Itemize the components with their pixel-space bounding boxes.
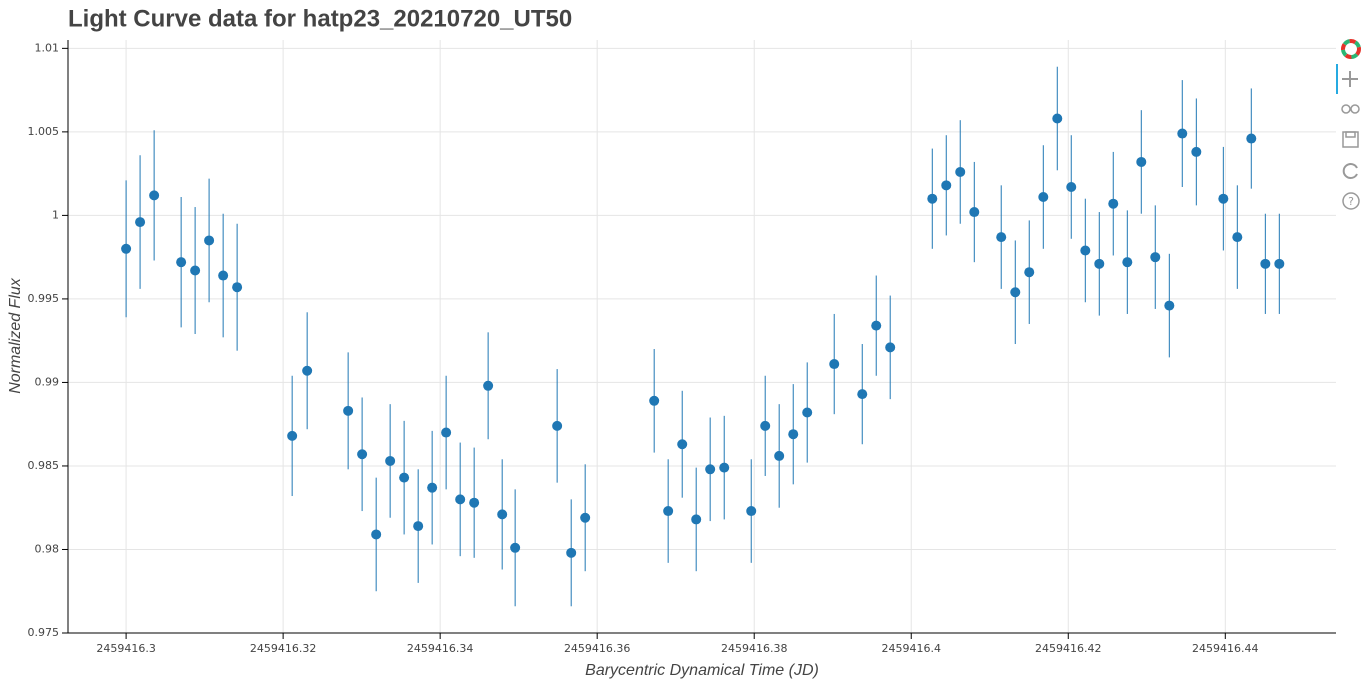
y-tick-label: 1.01: [35, 41, 60, 54]
data-point: [746, 506, 757, 517]
plot-area: 0.975 0.98 0.985 0.99 0.995 1 1.005 1.01 2459416…: [28, 40, 1336, 655]
x-tick-label: 2459416.4: [881, 642, 941, 655]
data-point: [510, 542, 521, 553]
data-point: [1122, 257, 1133, 268]
y-tick-label: 1.005: [28, 125, 60, 138]
data-point: [885, 342, 896, 353]
data-point: [149, 190, 160, 201]
data-point: [969, 207, 980, 218]
data-point: [121, 243, 132, 254]
x-tick-label: 2459416.36: [564, 642, 630, 655]
data-point: [469, 497, 480, 508]
data-point: [399, 472, 410, 483]
data-point: [371, 529, 382, 540]
data-point: [1246, 133, 1257, 144]
data-point: [774, 450, 785, 461]
data-point: [552, 420, 563, 431]
x-tick-label: 2459416.38: [721, 642, 787, 655]
data-point: [566, 547, 577, 558]
data-point: [829, 359, 840, 370]
data-point: [1052, 113, 1063, 124]
data-point: [483, 380, 494, 391]
data-point: [705, 464, 716, 475]
data-point: [927, 193, 938, 204]
data-point: [218, 270, 229, 281]
data-point: [413, 521, 424, 532]
x-tick-label: 2459416.3: [96, 642, 156, 655]
data-point: [1024, 267, 1035, 278]
data-point: [677, 439, 688, 450]
data-point: [1274, 258, 1285, 269]
data-point: [135, 217, 146, 228]
data-point: [302, 365, 313, 376]
data-point: [204, 235, 215, 246]
y-axis-label: Normalized Flux: [7, 277, 24, 394]
data-point: [1010, 287, 1021, 298]
data-point: [1150, 252, 1161, 263]
data-point: [1260, 258, 1271, 269]
data-point: [427, 482, 438, 493]
data-point: [941, 180, 952, 191]
data-point: [1038, 192, 1049, 203]
data-point: [1191, 146, 1202, 157]
data-point: [1136, 156, 1147, 167]
x-tick-label: 2459416.44: [1192, 642, 1258, 655]
y-tick-label: 1: [52, 208, 59, 221]
data-point: [691, 514, 702, 525]
bokeh-logo[interactable]: [1341, 39, 1361, 59]
data-point: [287, 430, 298, 441]
data-point: [1108, 198, 1119, 209]
chart-title: Light Curve data for hatp23_20210720_UT5…: [68, 5, 572, 32]
data-point: [955, 166, 966, 177]
x-tick-label: 2459416.42: [1035, 642, 1101, 655]
data-point: [580, 512, 591, 523]
y-tick-label: 0.98: [35, 542, 60, 555]
x-tick-label: 2459416.34: [407, 642, 473, 655]
data-point: [788, 429, 799, 440]
pan-tool[interactable]: [1342, 71, 1358, 87]
x-axis-label: Barycentric Dynamical Time (JD): [585, 662, 819, 679]
data-point: [343, 405, 354, 416]
data-point: [802, 407, 813, 418]
svg-text:?: ?: [1348, 195, 1354, 208]
data-point: [1066, 181, 1077, 192]
data-point: [385, 455, 396, 466]
data-point: [1164, 300, 1175, 311]
data-point: [857, 389, 868, 400]
data-point: [1177, 128, 1188, 139]
data-point: [663, 506, 674, 517]
data-point: [1080, 245, 1091, 256]
help-tool[interactable]: ?: [1342, 192, 1360, 210]
data-point: [1232, 232, 1243, 243]
data-point: [649, 395, 660, 406]
data-point: [357, 449, 368, 460]
data-point: [455, 494, 466, 505]
data-point: [760, 420, 771, 431]
data-point: [996, 232, 1007, 243]
data-point: [441, 427, 452, 438]
x-tick-label: 2459416.32: [250, 642, 316, 655]
data-point: [871, 320, 882, 331]
y-tick-label: 0.99: [35, 375, 60, 388]
data-point: [232, 282, 243, 293]
toolbar: ?: [1336, 39, 1361, 210]
y-tick-label: 0.975: [28, 626, 60, 639]
data-point: [719, 462, 730, 473]
data-point: [1218, 193, 1229, 204]
data-point: [190, 265, 201, 276]
zoom-tool[interactable]: [1341, 104, 1360, 114]
y-tick-label: 0.985: [28, 459, 60, 472]
data-point: [1094, 258, 1105, 269]
reset-tool[interactable]: [1342, 163, 1358, 179]
data-point: [497, 509, 508, 520]
y-tick-label: 0.995: [28, 292, 60, 305]
data-point: [176, 257, 187, 268]
save-tool[interactable]: [1342, 131, 1359, 148]
